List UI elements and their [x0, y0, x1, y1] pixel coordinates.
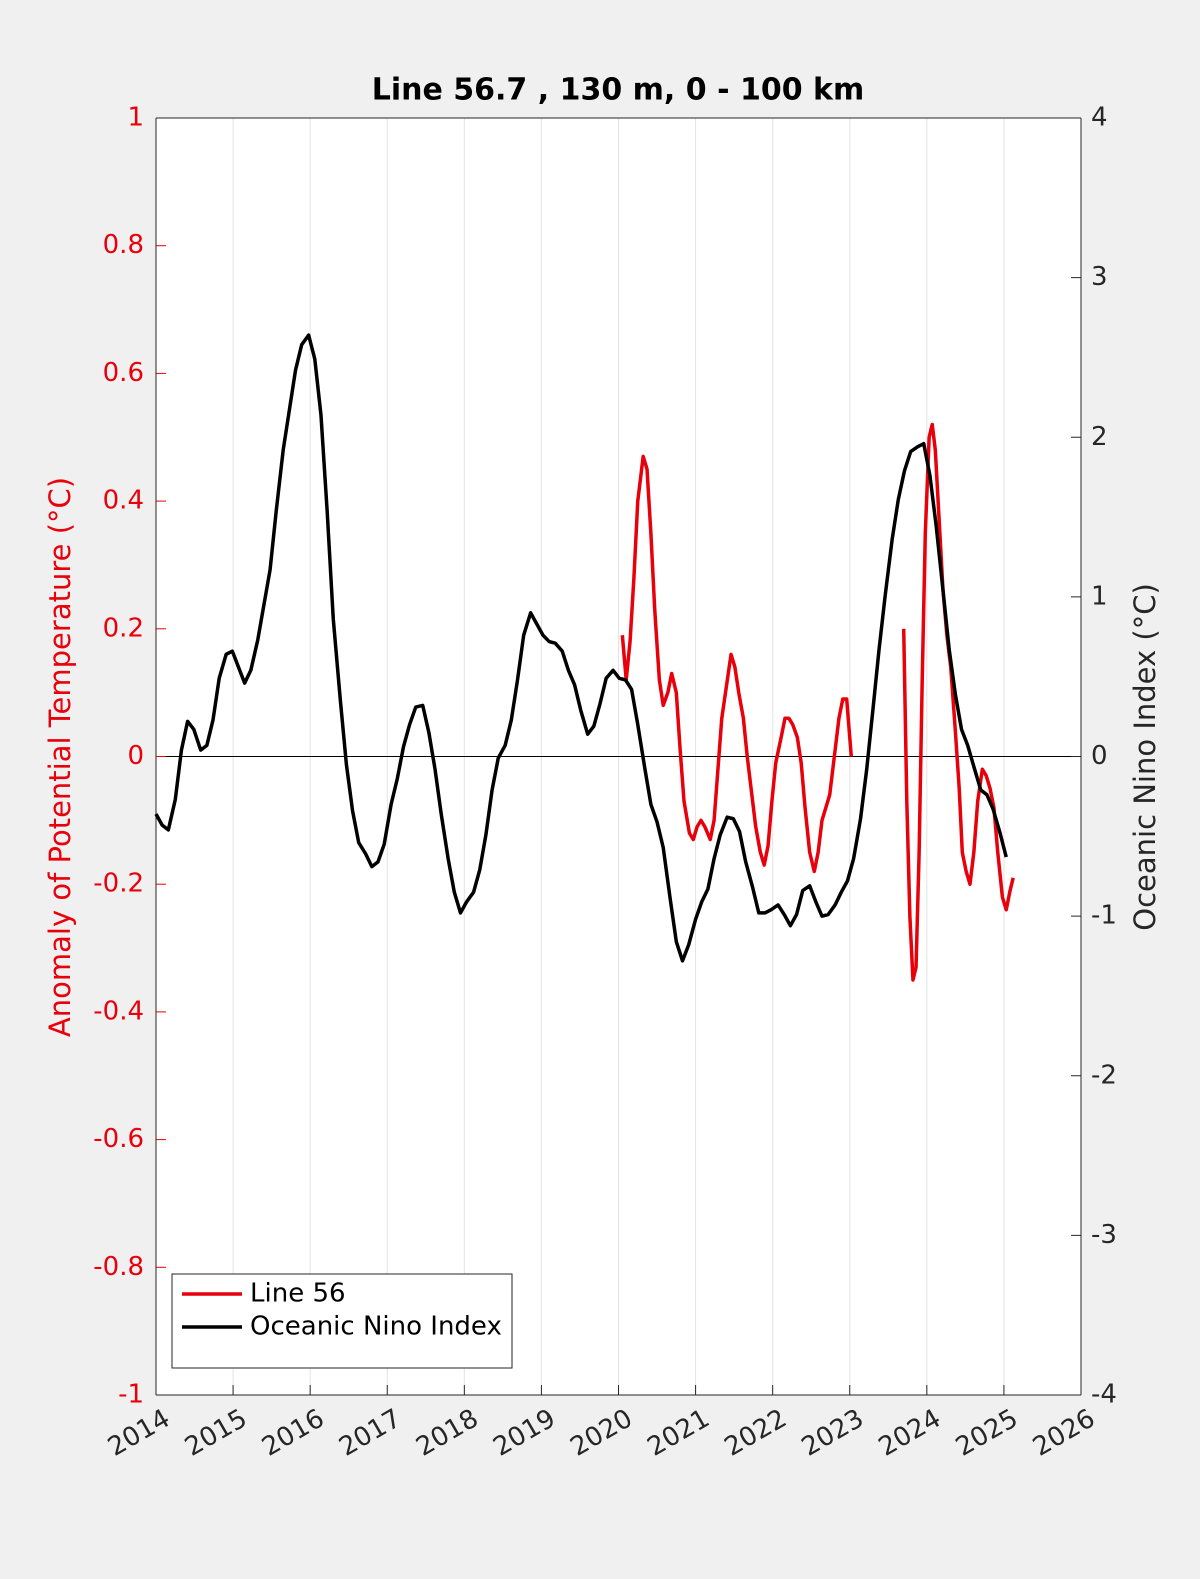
- y2-tick-label: -2: [1091, 1060, 1117, 1090]
- y-tick-label: 0: [127, 741, 144, 771]
- x-tick-label: 2024: [874, 1404, 946, 1463]
- y2-axis-label: Oceanic Nino Index (°C): [1128, 583, 1162, 931]
- y-tick-label: 0.2: [103, 613, 144, 643]
- y-tick-label: 1: [127, 103, 144, 133]
- x-tick-label: 2021: [643, 1404, 715, 1463]
- legend-label: Line 56: [250, 1279, 346, 1309]
- x-tick-label: 2016: [257, 1404, 329, 1463]
- legend-box: [171, 1273, 513, 1369]
- x-tick-label: 2019: [488, 1404, 560, 1463]
- y2-tick-label: 4: [1091, 103, 1108, 133]
- y2-tick-label: -1: [1091, 901, 1117, 931]
- y-tick-label: -0.4: [93, 996, 144, 1026]
- x-tick-label: 2015: [180, 1404, 252, 1463]
- y2-tick-label: 1: [1091, 581, 1108, 611]
- y-tick-label: -0.2: [93, 869, 144, 899]
- x-tick-label: 2025: [951, 1404, 1023, 1463]
- y-tick-label: -0.6: [93, 1124, 144, 1154]
- data-line: [154, 333, 1008, 963]
- y2-tick-label: 3: [1091, 262, 1108, 292]
- x-tick-label: 2023: [797, 1404, 869, 1463]
- y2-tick-label: -4: [1091, 1380, 1117, 1410]
- legend-label: Oceanic Nino Index: [250, 1312, 502, 1342]
- x-tick-label: 2026: [1028, 1404, 1100, 1463]
- y-axis-label: Anomaly of Potential Temperature (°C): [43, 477, 77, 1037]
- y2-tick-label: 2: [1091, 422, 1108, 452]
- x-tick-label: 2020: [565, 1404, 637, 1463]
- y-tick-label: -1: [118, 1380, 144, 1410]
- y2-tick-label: 0: [1091, 741, 1108, 771]
- y-tick-label: -0.8: [93, 1252, 144, 1282]
- y-tick-label: 0.4: [103, 486, 144, 516]
- y-tick-label: 0.8: [103, 230, 144, 260]
- x-tick-label: 2018: [411, 1404, 483, 1463]
- y-tick-label: 0.6: [103, 358, 144, 388]
- x-tick-label: 2022: [720, 1404, 792, 1463]
- chart-title: Line 56.7 , 130 m, 0 - 100 km: [372, 73, 865, 108]
- x-tick-label: 2017: [334, 1404, 406, 1463]
- y2-tick-label: -3: [1091, 1220, 1117, 1250]
- x-tick-label: 2014: [103, 1404, 175, 1463]
